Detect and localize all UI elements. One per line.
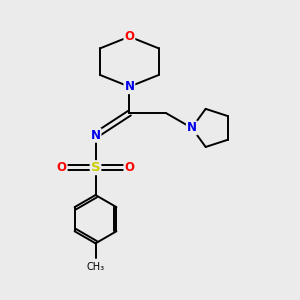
Text: N: N — [124, 80, 134, 93]
Text: S: S — [91, 161, 100, 174]
Text: O: O — [57, 161, 67, 174]
Text: CH₃: CH₃ — [86, 262, 105, 272]
Text: O: O — [124, 161, 134, 174]
Text: O: O — [124, 30, 134, 43]
Text: N: N — [187, 122, 197, 134]
Text: N: N — [91, 129, 100, 142]
